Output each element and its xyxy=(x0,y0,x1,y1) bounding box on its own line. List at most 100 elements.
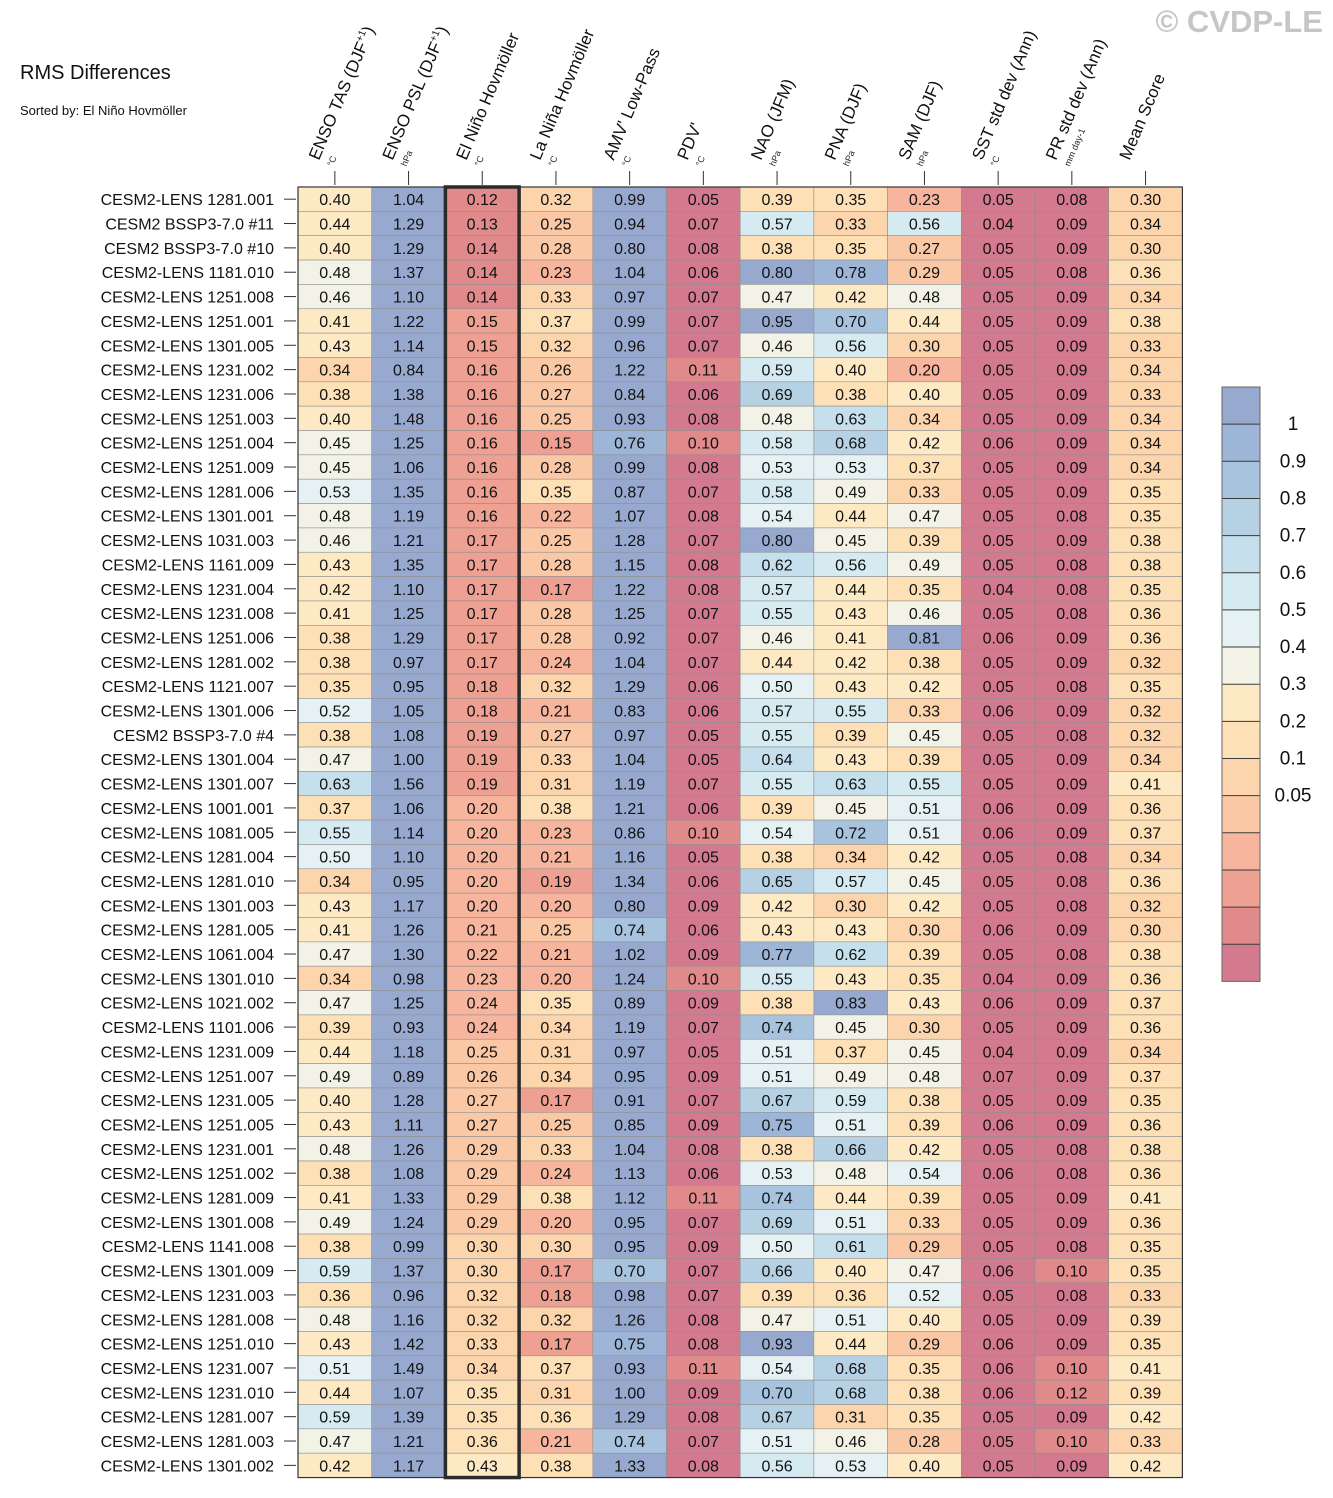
cell-value: 0.56 xyxy=(835,338,866,355)
cell-value: 0.38 xyxy=(319,1239,350,1256)
cell-value: 0.04 xyxy=(983,1044,1014,1061)
heatmap-cell xyxy=(887,746,962,772)
cell-value: 0.09 xyxy=(688,947,719,964)
cell-value: 0.66 xyxy=(835,1142,866,1159)
cell-value: 0.45 xyxy=(319,460,350,477)
cell-value: 0.47 xyxy=(761,290,792,307)
column-label: La Niña Hovmöller xyxy=(526,26,598,162)
cell-value: 0.39 xyxy=(835,728,866,745)
cell-value: 0.34 xyxy=(319,874,350,891)
cell-value: 0.09 xyxy=(1056,1191,1087,1208)
heatmap-cell xyxy=(813,892,888,918)
cell-value: 0.62 xyxy=(761,557,792,574)
cell-value: 0.47 xyxy=(319,996,350,1013)
row-label: CESM2-LENS 1231.003 xyxy=(101,1288,275,1305)
heatmap-cell xyxy=(297,1331,372,1357)
heatmap-cell xyxy=(518,771,594,797)
cell-value: 0.36 xyxy=(1130,265,1161,282)
heatmap-cell xyxy=(666,1087,741,1113)
cell-value: 0.27 xyxy=(540,387,571,404)
cell-value: 0.37 xyxy=(540,314,571,331)
cell-value: 0.63 xyxy=(835,411,866,428)
cell-value: 0.38 xyxy=(909,655,940,672)
cell-value: 0.95 xyxy=(761,314,792,331)
heatmap-cell xyxy=(371,1282,446,1308)
heatmap-cell xyxy=(739,478,815,504)
heatmap-cell xyxy=(445,551,520,577)
row-label: CESM2-LENS 1231.009 xyxy=(101,1044,275,1061)
cell-value: 0.06 xyxy=(983,1337,1014,1354)
heatmap-cell xyxy=(592,1209,667,1235)
row-label: CESM2-LENS 1251.003 xyxy=(101,411,275,428)
cell-value: 1.08 xyxy=(393,728,424,745)
cell-value: 0.33 xyxy=(1130,338,1161,355)
heatmap-cell xyxy=(297,576,372,602)
cell-value: 0.43 xyxy=(835,679,866,696)
cell-value: 0.09 xyxy=(1056,1337,1087,1354)
cell-value: 0.08 xyxy=(1056,1142,1087,1159)
heatmap-cell xyxy=(592,1282,667,1308)
cell-value: 0.08 xyxy=(688,1312,719,1329)
cell-value: 0.31 xyxy=(540,777,571,794)
heatmap-cell xyxy=(518,1428,594,1454)
heatmap-cell xyxy=(1108,551,1183,577)
cell-value: 0.35 xyxy=(909,1361,940,1378)
cell-value: 1.04 xyxy=(393,192,424,209)
heatmap-cell xyxy=(297,1087,372,1113)
colorbar-tick-label: 0.2 xyxy=(1280,711,1306,732)
cell-value: 0.40 xyxy=(319,411,350,428)
cell-value: 0.28 xyxy=(540,460,571,477)
heatmap-cell xyxy=(887,965,962,991)
cell-value: 0.21 xyxy=(540,947,571,964)
heatmap-cell xyxy=(1034,576,1109,602)
cell-value: 0.05 xyxy=(983,874,1014,891)
cell-value: 0.74 xyxy=(614,1434,645,1451)
cell-value: 0.20 xyxy=(467,874,498,891)
heatmap-cell xyxy=(371,1452,446,1478)
cell-value: 0.07 xyxy=(688,290,719,307)
cell-value: 0.74 xyxy=(614,923,645,940)
cell-value: 0.99 xyxy=(614,460,645,477)
heatmap-cell xyxy=(445,673,520,699)
heatmap-cell xyxy=(518,576,594,602)
heatmap-cell xyxy=(518,892,594,918)
heatmap-cell xyxy=(666,235,741,261)
heatmap-cell xyxy=(518,795,594,821)
heatmap-cell xyxy=(371,1331,446,1357)
heatmap-cell xyxy=(592,308,667,334)
heatmap-cell xyxy=(592,1014,667,1040)
heatmap-cell xyxy=(813,259,888,285)
heatmap-cell xyxy=(371,576,446,602)
cell-value: 0.38 xyxy=(319,1166,350,1183)
colorbar-swatch xyxy=(1222,869,1260,908)
cell-value: 0.43 xyxy=(835,923,866,940)
cell-value: 0.27 xyxy=(909,241,940,258)
heatmap-cell xyxy=(1108,1160,1183,1186)
heatmap-cell xyxy=(666,1404,741,1430)
cell-value: 0.80 xyxy=(761,265,792,282)
cell-value: 0.10 xyxy=(688,436,719,453)
heatmap-cell xyxy=(371,357,446,383)
cell-value: 0.09 xyxy=(1056,1044,1087,1061)
cell-value: 0.50 xyxy=(761,1239,792,1256)
cell-value: 0.42 xyxy=(319,1458,350,1475)
cell-value: 0.47 xyxy=(319,947,350,964)
cell-value: 0.05 xyxy=(983,192,1014,209)
heatmap-cell xyxy=(739,454,815,480)
cell-value: 0.05 xyxy=(983,1434,1014,1451)
row-label: CESM2-LENS 1141.008 xyxy=(102,1239,274,1256)
cell-value: 0.92 xyxy=(614,630,645,647)
cell-value: 0.96 xyxy=(614,338,645,355)
cell-value: 0.06 xyxy=(983,1166,1014,1183)
heatmap-cell xyxy=(371,1428,446,1454)
row-label: CESM2-LENS 1021.002 xyxy=(101,996,275,1013)
cell-value: 0.48 xyxy=(909,1069,940,1086)
colorbar-swatch xyxy=(1222,461,1260,499)
cell-value: 1.42 xyxy=(393,1337,424,1354)
heatmap-cell xyxy=(1108,892,1183,918)
heatmap-cell xyxy=(592,1136,667,1162)
cell-value: 0.07 xyxy=(688,1264,719,1281)
heatmap-cell xyxy=(1034,1160,1109,1186)
heatmap-cell xyxy=(518,1355,594,1381)
cell-value: 0.05 xyxy=(983,1215,1014,1232)
